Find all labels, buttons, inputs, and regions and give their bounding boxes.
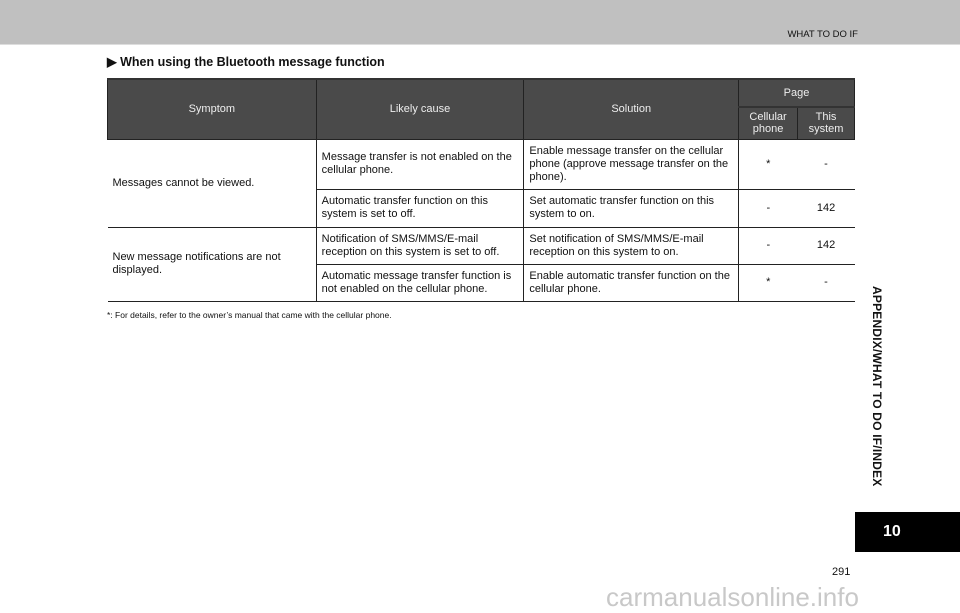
symptom-cell: Messages cannot be viewed. bbox=[107, 139, 317, 228]
footnote: *: For details, refer to the owner’s man… bbox=[107, 310, 392, 320]
chapter-side-label: APPENDIX/WHAT TO DO IF/INDEX bbox=[870, 286, 884, 487]
cause-cell: Notification of SMS/MMS/E-mail reception… bbox=[315, 227, 524, 265]
triangle-marker-icon: ▶ bbox=[107, 55, 117, 69]
watermark: carmanualsonline.info bbox=[606, 582, 859, 612]
solution-cell: Set notification of SMS/MMS/E-mail recep… bbox=[523, 227, 739, 265]
system-page-cell: - bbox=[797, 139, 855, 190]
header-solution: Solution bbox=[523, 78, 740, 140]
header-page: Page bbox=[738, 78, 855, 108]
solution-cell: Enable automatic transfer function on th… bbox=[523, 264, 739, 302]
header-symptom: Symptom bbox=[107, 78, 317, 140]
system-page-cell: - bbox=[797, 264, 855, 302]
header-cellular: Cellular phone bbox=[738, 106, 799, 140]
cellular-page-cell: - bbox=[738, 227, 798, 265]
cause-cell: Automatic transfer function on this syst… bbox=[315, 189, 524, 228]
table-row: Automatic message transfer function is n… bbox=[108, 264, 855, 302]
system-page-cell: 142 bbox=[797, 227, 855, 265]
solution-cell: Set automatic transfer function on this … bbox=[523, 189, 739, 228]
cellular-page-cell: - bbox=[738, 189, 798, 228]
troubleshooting-table: Symptom Likely cause Solution Page Cellular… bbox=[107, 78, 855, 302]
page-number: 291 bbox=[832, 566, 851, 578]
table-row: New message notifications are not displa… bbox=[107, 227, 855, 302]
table-row: Automatic transfer function on this syst… bbox=[108, 189, 855, 228]
chapter-tab[interactable]: 10 bbox=[855, 512, 960, 552]
header-cause: Likely cause bbox=[315, 78, 525, 140]
symptom-cell: New message notifications are not displa… bbox=[107, 227, 317, 302]
system-page-cell: 142 bbox=[797, 189, 855, 228]
header-title: WHAT TO DO IF bbox=[787, 29, 858, 40]
cellular-page-cell: * bbox=[738, 264, 798, 302]
cellular-page-cell: * bbox=[738, 139, 798, 190]
table-row: Messages cannot be viewed. Message transf… bbox=[107, 139, 855, 228]
cause-cell: Automatic message transfer function is n… bbox=[315, 264, 524, 302]
solution-cell: Enable message transfer on the cellular … bbox=[523, 139, 739, 190]
page-header-bar: WHAT TO DO IF bbox=[0, 0, 960, 45]
header-system: This system bbox=[797, 106, 855, 140]
section-title: ▶ When using the Bluetooth message funct… bbox=[107, 55, 385, 69]
cause-cell: Message transfer is not enabled on the c… bbox=[315, 139, 524, 190]
